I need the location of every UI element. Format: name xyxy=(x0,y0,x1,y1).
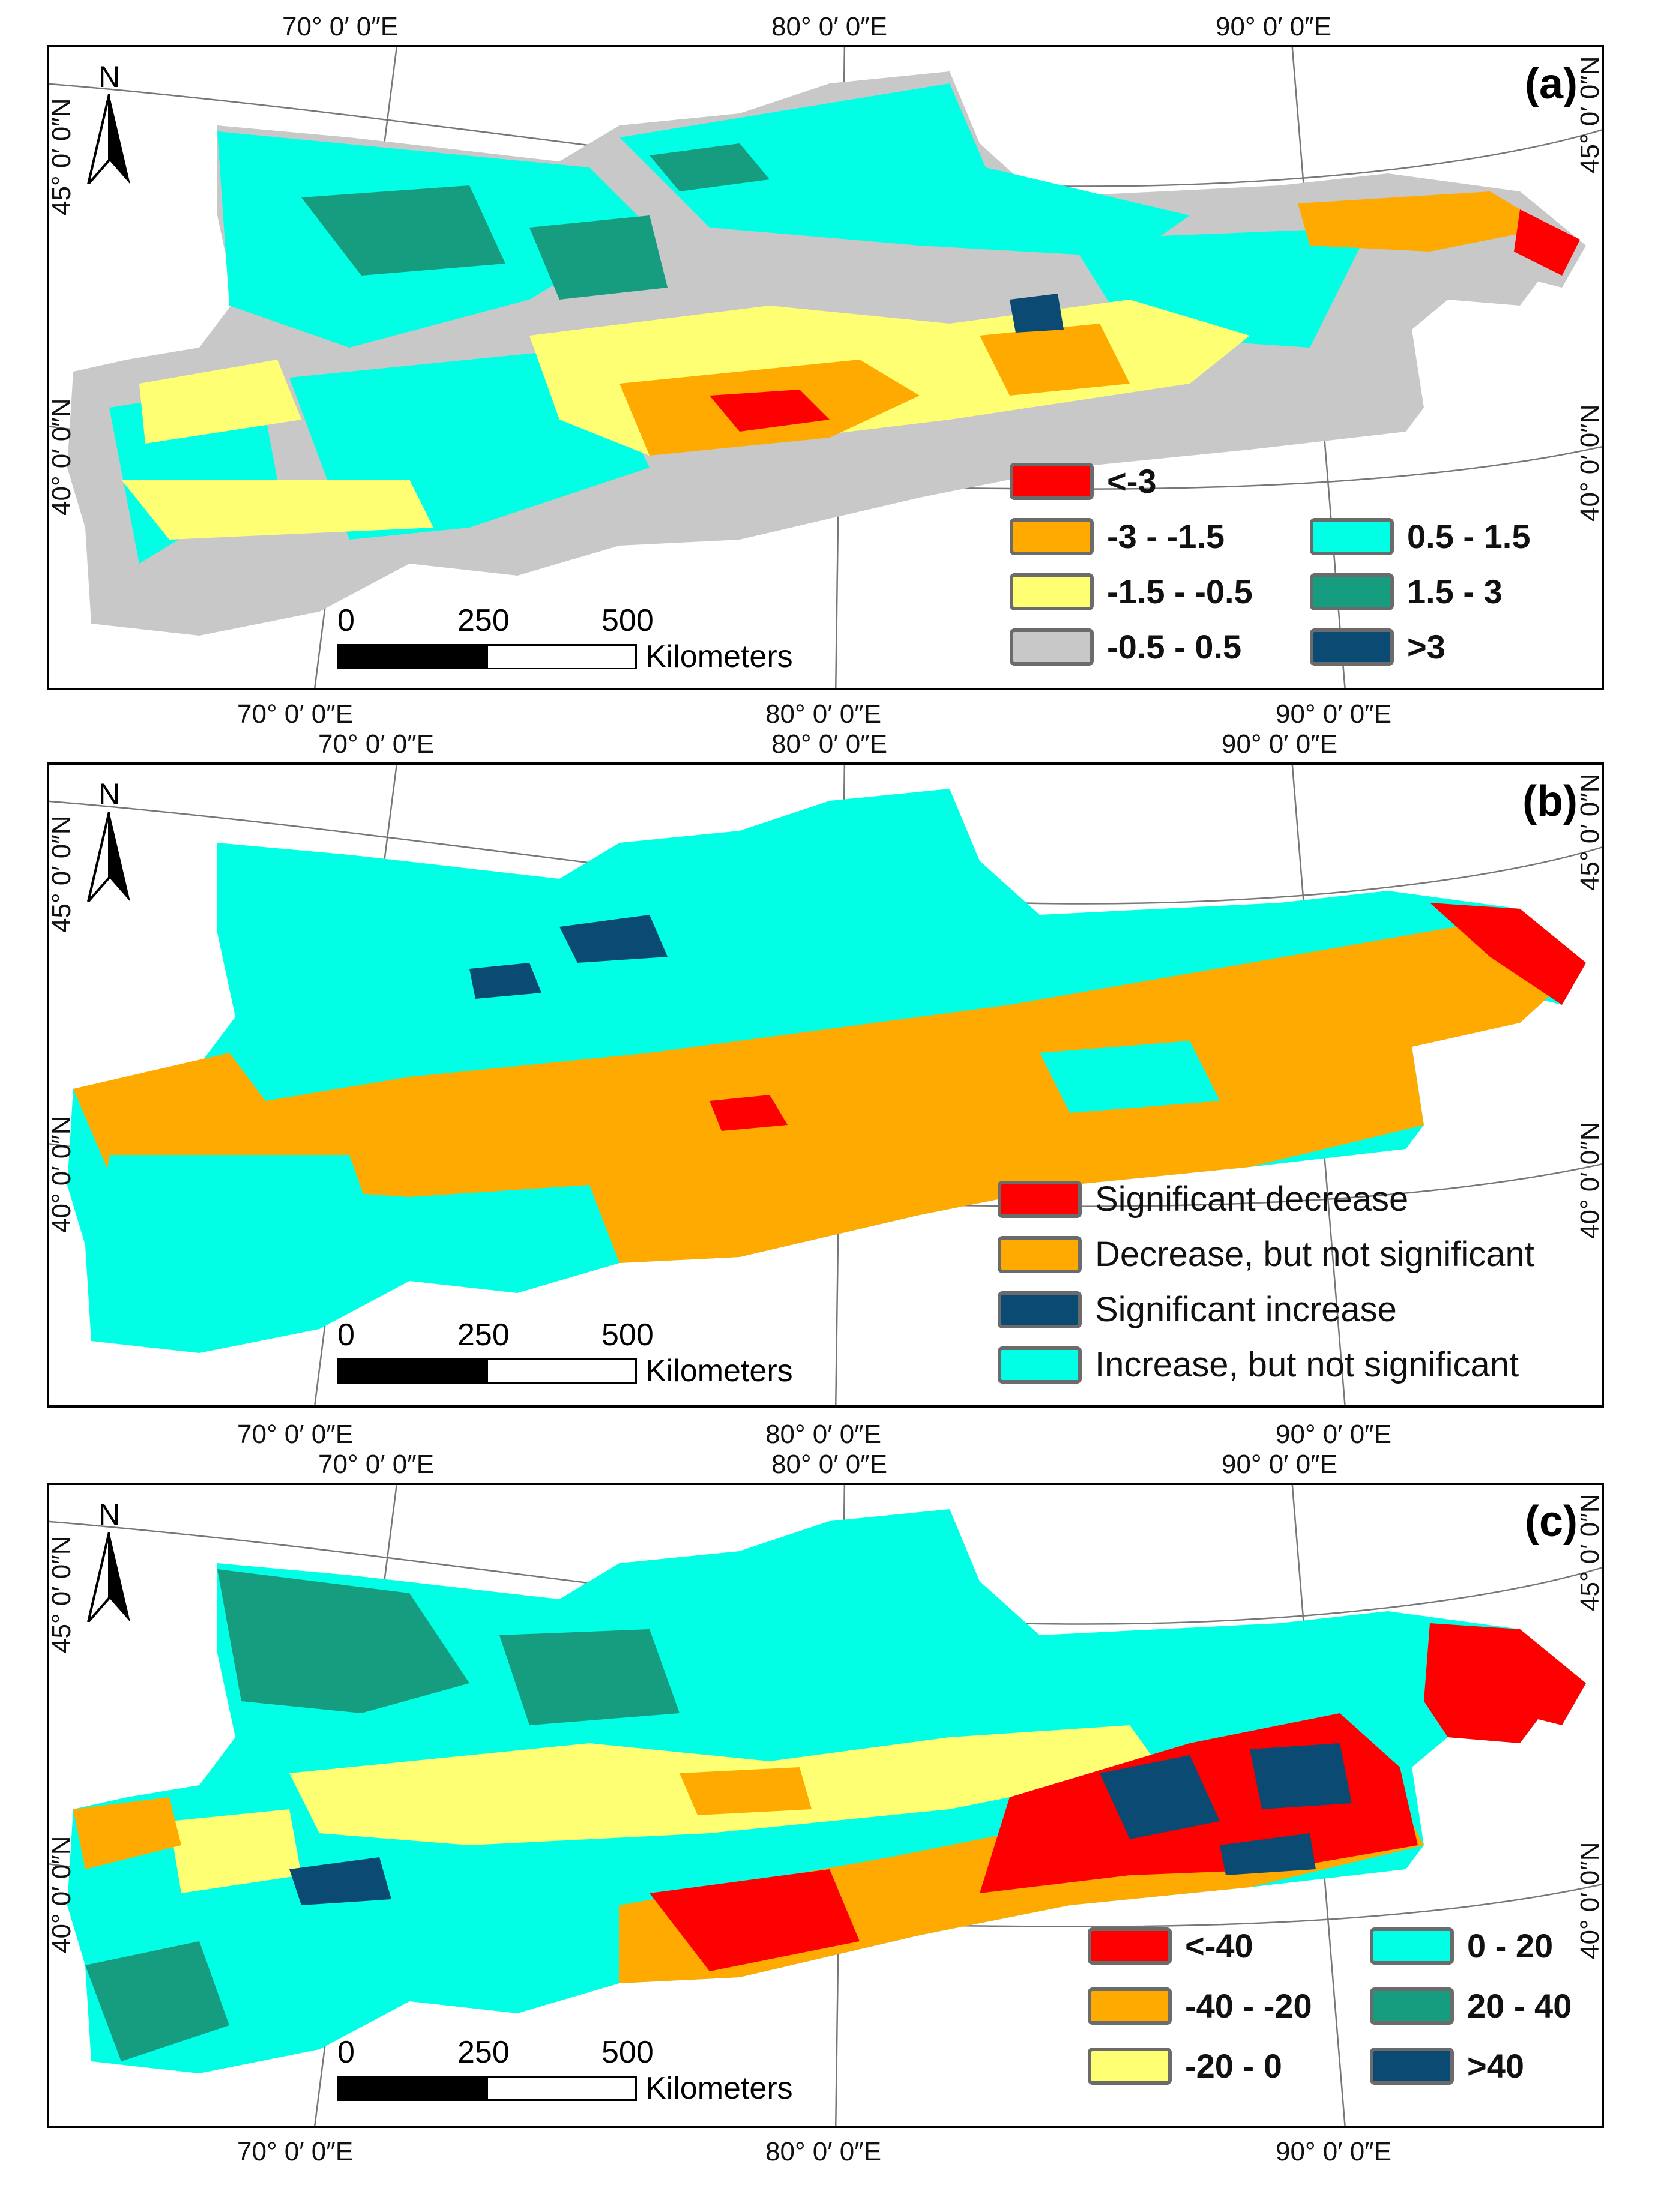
lat40-right-label-b: 40° 0′ 0″N xyxy=(1575,1121,1604,1239)
scale-0-b: 0 xyxy=(337,1318,355,1352)
lat45-left-label-c: 45° 0′ 0″N xyxy=(47,1535,76,1653)
study-area-a xyxy=(67,71,1586,636)
lat45-right-label-c: 45° 0′ 0″N xyxy=(1575,1493,1604,1611)
north-label-b: N xyxy=(98,777,121,811)
lat45-left-label-b: 45° 0′ 0″N xyxy=(47,815,76,933)
legend-item: Decrease, but not significant xyxy=(998,1234,1534,1274)
north-label-a: N xyxy=(98,60,121,94)
legend-item: -1.5 - -0.5 xyxy=(1010,572,1253,611)
lat40-left-label-c: 40° 0′ 0″N xyxy=(47,1836,76,1953)
north-arrow-c: N xyxy=(82,1497,136,1623)
lon70-bottom-label-c: 70° 0′ 0″E xyxy=(237,2137,354,2166)
lat45-left-label-a: 45° 0′ 0″N xyxy=(47,98,76,215)
lat45-right-label-a: 45° 0′ 0″N xyxy=(1575,56,1604,173)
legend-item: Increase, but not significant xyxy=(998,1345,1519,1385)
scale-250-b: 250 xyxy=(457,1318,510,1352)
lat45-right-label-b: 45° 0′ 0″N xyxy=(1575,773,1604,891)
lon70-bottom-label-b: 70° 0′ 0″E xyxy=(237,1420,354,1449)
legend-item: <-40 xyxy=(1088,1926,1253,1965)
legend-item: 0.5 - 1.5 xyxy=(1310,517,1530,556)
legend-item: Significant decrease xyxy=(998,1179,1408,1219)
legend-item: Significant increase xyxy=(998,1289,1397,1330)
legend-item: -0.5 - 0.5 xyxy=(1010,627,1241,666)
lon70-top-label-a: 70° 0′ 0″E xyxy=(282,12,399,41)
north-arrow-icon xyxy=(87,811,130,903)
scale-250-c: 250 xyxy=(457,2035,510,2070)
panel-label-c: (c) xyxy=(1525,1498,1578,1546)
lon80-top-label-c: 80° 0′ 0″E xyxy=(771,1450,888,1479)
map-b xyxy=(49,765,1602,1405)
lon80-top-label-a: 80° 0′ 0″E xyxy=(771,12,888,41)
lon80-bottom-label-b: 80° 0′ 0″E xyxy=(765,1420,882,1449)
scale-bar-b: 0 250 500 Kilometers xyxy=(337,1317,793,1389)
lon80-bottom-label-a: 80° 0′ 0″E xyxy=(765,699,882,729)
lon70-top-label-c: 70° 0′ 0″E xyxy=(318,1450,435,1479)
lon70-top-label-b: 70° 0′ 0″E xyxy=(318,729,435,759)
study-area-b xyxy=(67,789,1586,1353)
legend-item: >40 xyxy=(1370,2046,1524,2085)
legend-item: 0 - 20 xyxy=(1370,1926,1553,1965)
north-label-c: N xyxy=(98,1498,121,1531)
lon90-top-label-b: 90° 0′ 0″E xyxy=(1222,729,1338,759)
legend-item: 20 - 40 xyxy=(1370,1986,1572,2025)
scale-0-c: 0 xyxy=(337,2035,355,2070)
lon90-top-label-c: 90° 0′ 0″E xyxy=(1222,1450,1338,1479)
lat40-right-label-c: 40° 0′ 0″N xyxy=(1575,1842,1604,1959)
lon90-bottom-label-c: 90° 0′ 0″E xyxy=(1276,2137,1392,2166)
scale-bar-c: 0 250 500 Kilometers xyxy=(337,2034,793,2106)
panel-label-b: (b) xyxy=(1522,777,1578,825)
north-arrow-a: N xyxy=(82,59,136,185)
north-arrow-icon xyxy=(87,94,130,185)
scale-unit-b: Kilometers xyxy=(645,1354,793,1388)
lat40-right-label-a: 40° 0′ 0″N xyxy=(1575,404,1604,522)
scale-0-a: 0 xyxy=(337,603,355,638)
legend-item: -3 - -1.5 xyxy=(1010,517,1225,556)
legend-item: -20 - 0 xyxy=(1088,2046,1282,2085)
scale-500-b: 500 xyxy=(601,1318,654,1352)
legend-item: >3 xyxy=(1310,627,1445,666)
scale-bar-a: 0 250 500 Kilometers xyxy=(337,603,793,675)
legend-item: -40 - -20 xyxy=(1088,1986,1312,2025)
north-arrow-b: N xyxy=(82,777,136,903)
legend-item: <-3 xyxy=(1010,462,1157,501)
map-panel-a: 45° 0′ 0″N 40° 0′ 0″N 45° 0′ 0″N 40° 0′ … xyxy=(47,45,1604,690)
lat40-left-label-a: 40° 0′ 0″N xyxy=(47,398,76,516)
scale-unit-c: Kilometers xyxy=(645,2071,793,2106)
lat40-left-label-b: 40° 0′ 0″N xyxy=(47,1115,76,1233)
map-c xyxy=(49,1485,1602,2126)
scale-500-c: 500 xyxy=(601,2035,654,2070)
lon80-top-label-b: 80° 0′ 0″E xyxy=(771,729,888,759)
panel-label-a: (a) xyxy=(1525,60,1578,108)
map-panel-c: 45° 0′ 0″N 40° 0′ 0″N 45° 0′ 0″N 40° 0′ … xyxy=(47,1483,1604,2128)
legend-item: 1.5 - 3 xyxy=(1310,572,1503,611)
lon90-bottom-label-a: 90° 0′ 0″E xyxy=(1276,699,1392,729)
lon80-bottom-label-c: 80° 0′ 0″E xyxy=(765,2137,882,2166)
scale-250-a: 250 xyxy=(457,603,510,638)
lon70-bottom-label-a: 70° 0′ 0″E xyxy=(237,699,354,729)
scale-500-a: 500 xyxy=(601,603,654,638)
north-arrow-icon xyxy=(87,1531,130,1623)
study-area-c xyxy=(67,1509,1586,2073)
lon90-bottom-label-b: 90° 0′ 0″E xyxy=(1276,1420,1392,1449)
scale-unit-a: Kilometers xyxy=(645,639,793,674)
map-a xyxy=(49,47,1602,688)
lon90-top-label-a: 90° 0′ 0″E xyxy=(1216,12,1332,41)
map-panel-b: 45° 0′ 0″N 40° 0′ 0″N 45° 0′ 0″N 40° 0′ … xyxy=(47,762,1604,1408)
